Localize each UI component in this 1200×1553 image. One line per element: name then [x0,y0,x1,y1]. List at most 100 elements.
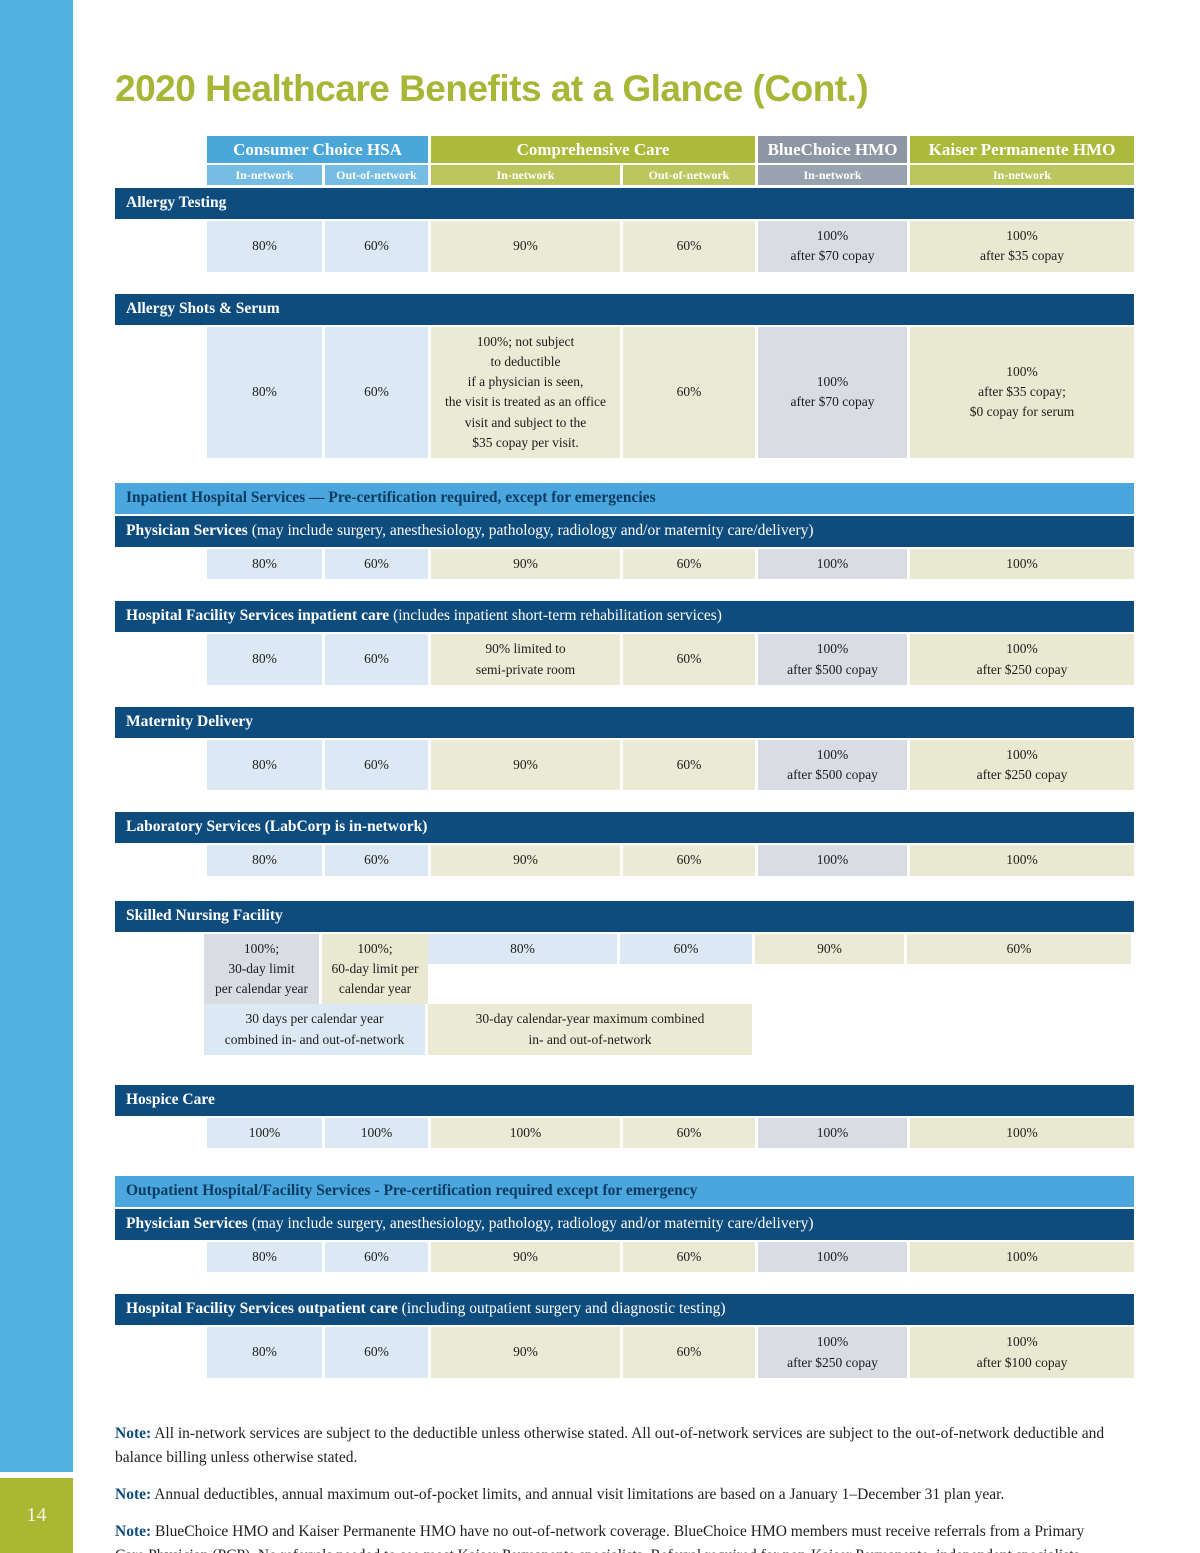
value-cell: 80% [428,933,620,967]
section-header-hospital-facility-outpatient: Hospital Facility Services outpatient ca… [115,1294,1134,1326]
value-cell: 80% [207,739,322,791]
value-cell: 60% [623,326,755,458]
row-skilled-nursing: 80% 60% 90% 60% 100%; 30-day limit per c… [115,933,1134,1055]
row-allergy-testing: 80% 60% 90% 60% 100% after $70 copay 100… [115,221,1134,272]
note-text: All in-network services are subject to t… [115,1424,1105,1466]
spacer-cell [115,549,204,579]
value-cell: 60% [623,1327,755,1378]
value-cell: 100% after $70 copay [758,221,907,272]
section-hospice-care: Hospice Care 100% 100% 100% 60% 100% 100… [115,1084,1134,1148]
value-cell: 60% [325,739,428,791]
value-cell: 100% after $500 copay [758,634,907,685]
spacer-cell [115,165,204,185]
spacer-cell [115,845,204,875]
limit-note-cell: 30 days per calendar year combined in- a… [204,1004,428,1055]
value-cell: 100% [910,1242,1134,1273]
value-cell: 100% [910,1117,1134,1148]
value-cell: 100%; 30-day limit per calendar year [204,933,322,1005]
spacer-cell [115,221,204,272]
section-header-physician-services-inpatient: Physician Services (may include surgery,… [115,516,1134,547]
value-cell: 90% [431,1242,620,1273]
value-cell: 60% [325,221,428,272]
value-cell: 90% [431,739,620,791]
value-cell: 100% after $250 copay [910,739,1134,791]
page-number-box: 14 [0,1478,73,1553]
row-hospital-facility-outpatient: 80% 60% 90% 60% 100% after $250 copay 10… [115,1327,1134,1378]
row-hospice-care: 100% 100% 100% 60% 100% 100% [115,1117,1134,1148]
row-laboratory-services: 80% 60% 90% 60% 100% 100% [115,845,1134,876]
section-maternity-delivery: Maternity Delivery 80% 60% 90% 60% 100% … [115,706,1134,791]
subheader-cc-in-network: In-network [431,165,620,185]
section-hospital-facility-outpatient: Hospital Facility Services outpatient ca… [115,1294,1134,1378]
value-cell: 100% [207,1117,322,1148]
value-cell: 60% [325,1327,428,1378]
value-cell: 60% [623,1242,755,1273]
value-cell: 60% [623,845,755,876]
value-cell: 60% [325,845,428,876]
value-cell: 90% [755,933,907,967]
value-cell: 80% [207,1327,322,1378]
spacer-cell [115,1242,204,1272]
section-hospital-facility-inpatient: Hospital Facility Services inpatient car… [115,601,1134,685]
note-label: Note: [115,1485,152,1503]
section-header-laboratory-services: Laboratory Services (LabCorp is in-netwo… [115,812,1134,844]
value-cell: 60% [623,634,755,685]
subheader-bluechoice-in-network: In-network [758,165,907,185]
value-cell: 60% [325,1242,428,1273]
value-cell: 100%; not subject to deductible if a phy… [431,326,620,458]
notes-section: Note: All in-network services are subjec… [115,1422,1105,1553]
page-content: 2020 Healthcare Benefits at a Glance (Co… [115,0,1134,1553]
value-cell: 80% [207,1242,322,1273]
value-cell: 100% after $500 copay [758,739,907,791]
value-cell: 90% limited to semi-private room [431,634,620,685]
value-cell: 100% [758,1242,907,1273]
section-header-hospice-care: Hospice Care [115,1084,1134,1116]
section-outpatient-hospital-services: Outpatient Hospital/Facility Services - … [115,1176,1134,1273]
row-physician-services-inpatient: 80% 60% 90% 60% 100% 100% [115,549,1134,580]
note-text: Annual deductibles, annual maximum out-o… [154,1485,1005,1503]
section-inpatient-hospital-services: Inpatient Hospital Services — Pre-certif… [115,483,1134,580]
note-plan-year: Note: Annual deductibles, annual maximum… [115,1483,1105,1507]
value-cell: 100% after $100 copay [910,1327,1134,1378]
row-hospital-facility-inpatient: 80% 60% 90% limited to semi-private room… [115,634,1134,685]
note-label: Note: [115,1424,152,1442]
limit-note-cell: 30-day calendar-year maximum combined in… [428,1004,755,1055]
plan-header-consumer-choice-hsa: Consumer Choice HSA [207,136,428,163]
value-cell: 100% [431,1117,620,1148]
value-cell: 60% [325,634,428,685]
row-allergy-shots: 80% 60% 100%; not subject to deductible … [115,326,1134,459]
section-header-allergy-shots: Allergy Shots & Serum [115,293,1134,325]
value-cell: 80% [207,221,322,272]
value-cell: 100% after $250 copay [910,634,1134,685]
subheader-hsa-out-of-network: Out-of-network [325,165,428,185]
value-cell: 60% [620,933,755,967]
section-header-hospital-facility-inpatient: Hospital Facility Services inpatient car… [115,601,1134,633]
value-cell: 100%; 60-day limit per calendar year [322,933,428,1005]
spacer-cell [115,1327,204,1378]
subheader-cc-out-of-network: Out-of-network [623,165,755,185]
note-label: Note: [115,1522,152,1540]
section-skilled-nursing: Skilled Nursing Facility 80% 60% 90% 60%… [115,900,1134,1055]
row-maternity-delivery: 80% 60% 90% 60% 100% after $500 copay 10… [115,739,1134,791]
spacer-cell [115,934,204,1005]
page-title: 2020 Healthcare Benefits at a Glance (Co… [115,68,869,109]
value-cell: 90% [431,549,620,580]
value-cell: 60% [907,933,1134,967]
section-laboratory-services: Laboratory Services (LabCorp is in-netwo… [115,812,1134,876]
plan-header-row: Consumer Choice HSA Comprehensive Care B… [115,136,1134,185]
note-deductible: Note: All in-network services are subjec… [115,1422,1105,1470]
spacer-cell [115,740,204,791]
spacer-cell [115,327,204,459]
value-cell: 90% [431,845,620,876]
value-cell: 100% [910,549,1134,580]
section-header-allergy-testing: Allergy Testing [115,188,1134,219]
value-cell: 100% after $35 copay [910,221,1134,272]
value-cell: 90% [431,1327,620,1378]
note-hmo-referrals: Note: BlueChoice HMO and Kaiser Permanen… [115,1520,1105,1553]
section-header-maternity-delivery: Maternity Delivery [115,706,1134,738]
plan-header-kaiser-hmo: Kaiser Permanente HMO [910,136,1134,163]
value-cell: 100% [758,1117,907,1148]
spacer-cell [115,634,204,685]
value-cell: 100% [910,845,1134,876]
spacer-cell [115,136,204,163]
